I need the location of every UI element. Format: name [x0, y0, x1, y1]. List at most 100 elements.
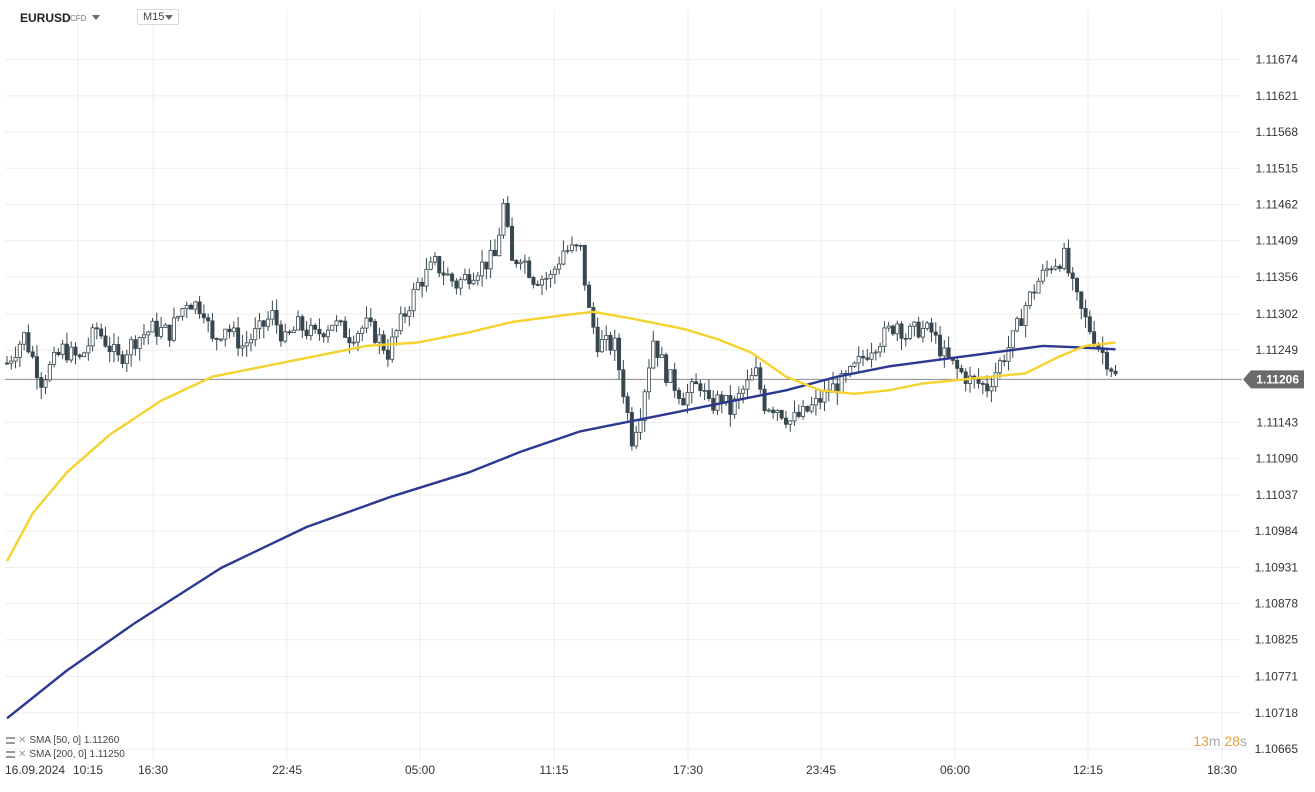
candle-body: [124, 354, 129, 364]
candle-body: [557, 263, 562, 270]
candle-body: [240, 345, 245, 349]
candle-body: [398, 313, 403, 332]
candle-body: [43, 379, 48, 388]
candle-body: [261, 320, 266, 327]
candle-body: [450, 273, 455, 282]
candle-body: [873, 351, 878, 354]
candle-body: [676, 390, 681, 399]
candle-body: [510, 225, 515, 261]
x-tick-label: 22:45: [272, 763, 302, 777]
candle-body: [1066, 247, 1071, 274]
candle-body: [642, 391, 647, 421]
candle-body: [34, 356, 39, 378]
start-date-label: 16.09.2024: [5, 763, 66, 777]
candle-body: [659, 354, 664, 358]
candle-body: [150, 320, 155, 333]
current-price-tag: [1243, 370, 1304, 389]
candle-body: [1010, 330, 1015, 349]
candle-body: [377, 334, 382, 343]
candle-body: [783, 417, 788, 425]
candle-body: [296, 316, 301, 331]
indicator-sma50[interactable]: ✕ SMA [50, 0] 1.11260: [6, 735, 119, 746]
candle-body: [488, 249, 493, 270]
candle-body: [112, 344, 117, 353]
timeframe-selector[interactable]: M15: [137, 9, 179, 25]
indicator-value: 1.11250: [89, 749, 125, 760]
x-tick-label: 05:00: [405, 763, 435, 777]
candle-body: [137, 337, 142, 349]
candle-body: [47, 364, 52, 381]
candle-body: [218, 338, 223, 341]
candle-body: [193, 301, 198, 310]
candle-body: [154, 320, 159, 337]
x-tick-label: 06:00: [940, 763, 970, 777]
indicator-sma200[interactable]: ✕ SMA [200, 0] 1.11250: [6, 749, 125, 760]
candle-body: [890, 325, 895, 335]
candle-body: [360, 327, 365, 334]
menu-icon[interactable]: [6, 736, 15, 744]
candle-body: [52, 351, 57, 365]
candle-body: [180, 307, 185, 317]
chevron-down-icon: [165, 15, 173, 20]
candle-body: [869, 352, 874, 360]
candle-body: [39, 377, 44, 388]
x-tick-label: 12:15: [1073, 763, 1103, 777]
symbol-name[interactable]: EURUSD: [20, 11, 71, 25]
candle-body: [107, 345, 112, 353]
candle-body: [908, 325, 913, 339]
close-icon[interactable]: ✕: [18, 749, 27, 760]
candle-body: [244, 342, 249, 347]
candle-body: [625, 396, 630, 413]
candle-body: [878, 345, 883, 353]
candle-body: [1002, 360, 1007, 363]
x-tick-label: 23:45: [806, 763, 836, 777]
y-tick-label: 1.11090: [1256, 452, 1299, 466]
x-tick-label: 17:30: [673, 763, 703, 777]
candle-body: [467, 274, 472, 285]
candle-body: [197, 301, 202, 315]
candle-body: [82, 352, 87, 358]
candle-body: [514, 260, 519, 265]
candle-body: [1075, 278, 1080, 293]
candle-body: [702, 390, 707, 392]
candle-body: [608, 334, 613, 351]
candle-body: [1023, 305, 1028, 326]
candle-body: [415, 281, 420, 290]
candle-body: [985, 383, 990, 392]
candle-body: [411, 288, 416, 312]
y-tick-label: 1.11302: [1256, 307, 1299, 321]
candle-body: [942, 347, 947, 357]
candle-body: [22, 332, 27, 345]
candle-body: [227, 328, 232, 333]
candle-body: [1087, 316, 1092, 333]
candle-body: [813, 398, 818, 406]
candle-body: [231, 327, 236, 333]
candle-body: [1015, 318, 1020, 332]
candle-body: [1040, 269, 1045, 282]
candle-body: [223, 328, 228, 340]
candle-body: [681, 398, 686, 406]
candle-body: [428, 261, 433, 270]
close-icon[interactable]: ✕: [18, 735, 27, 746]
candle-body: [698, 383, 703, 391]
candle-body: [424, 268, 429, 287]
candle-body: [407, 310, 412, 317]
candle-body: [385, 349, 390, 360]
y-tick-label: 1.11143: [1256, 415, 1298, 429]
candle-body: [17, 343, 22, 358]
menu-icon[interactable]: [6, 750, 15, 758]
candle-body: [266, 318, 271, 327]
candle-body: [206, 317, 211, 322]
candle-body: [672, 369, 677, 391]
candle-body: [1083, 308, 1088, 318]
candle-body: [86, 345, 91, 354]
chevron-down-icon[interactable]: [92, 15, 100, 20]
y-tick-label: 1.11249: [1256, 343, 1299, 357]
candle-body: [565, 249, 570, 252]
candle-body: [903, 337, 908, 340]
candle-body: [719, 394, 724, 403]
indicator-label: SMA [50, 0]: [29, 735, 82, 746]
candle-body: [253, 328, 258, 341]
